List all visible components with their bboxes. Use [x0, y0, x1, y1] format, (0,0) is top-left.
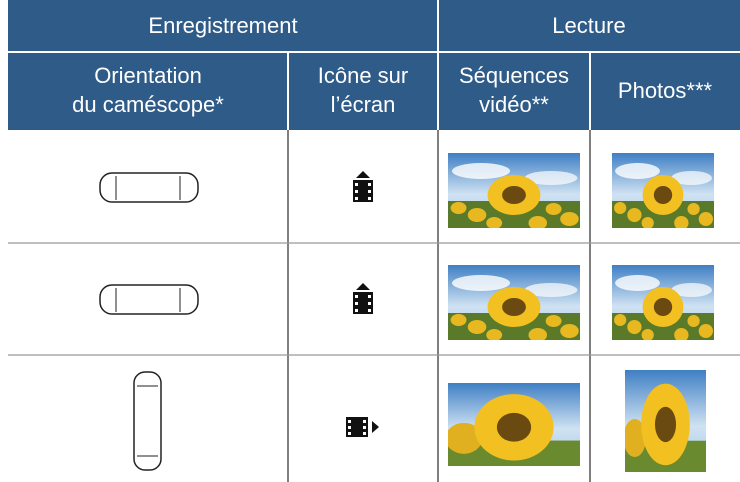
column-header: Orientation: [94, 63, 202, 88]
screen-icon: [353, 171, 373, 202]
camcorder-vertical: [133, 371, 162, 471]
header-bg: [8, 0, 740, 130]
group-header: Enregistrement: [148, 13, 297, 38]
photo-thumbnail: [612, 153, 714, 228]
column-header: Photos***: [618, 78, 713, 103]
video-thumbnail: [448, 265, 580, 340]
photo-thumbnail: [625, 370, 706, 472]
column-header: du caméscope*: [72, 92, 224, 117]
group-header: Lecture: [552, 13, 625, 38]
column-header: l’écran: [331, 92, 396, 117]
column-header: Icône sur: [318, 63, 409, 88]
camcorder-horizontal: [99, 284, 199, 315]
screen-icon: [353, 283, 373, 314]
column-header: vidéo**: [479, 92, 549, 117]
column-header: Séquences: [459, 63, 569, 88]
camcorder-horizontal: [99, 172, 199, 203]
video-thumbnail: [448, 153, 580, 228]
screen-icon: [346, 417, 379, 437]
video-thumbnail: [448, 383, 580, 466]
photo-thumbnail: [612, 265, 714, 340]
